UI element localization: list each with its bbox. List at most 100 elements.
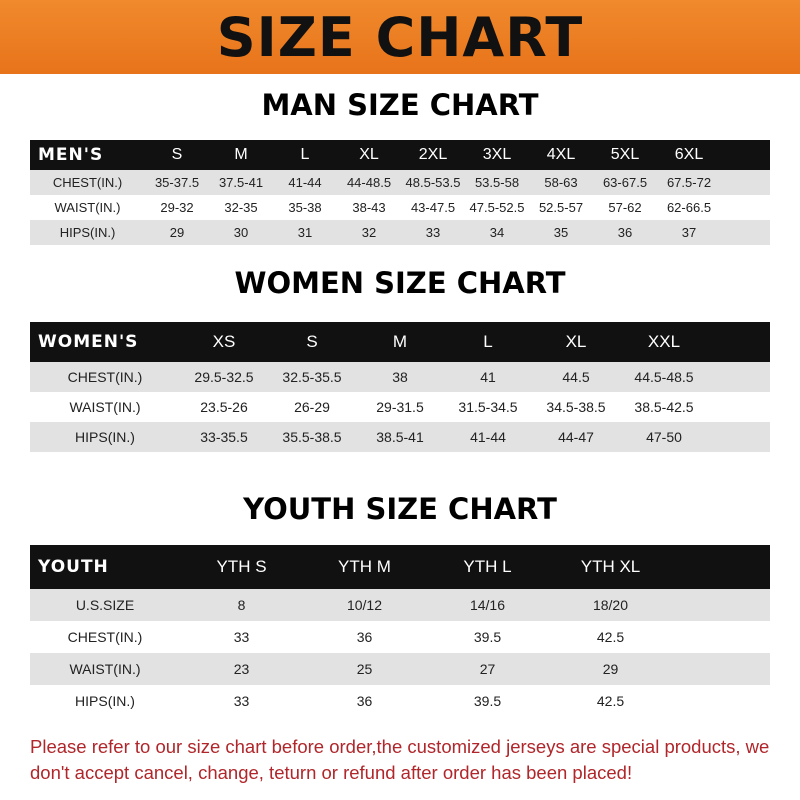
cell: 48.5-53.5 [405, 175, 461, 190]
cell: 38.5-41 [376, 429, 424, 445]
cell: 33-35.5 [200, 429, 248, 445]
row-label: CHEST(IN.) [67, 629, 143, 645]
row-label: WOMEN'S [38, 332, 139, 352]
women-table: WOMEN'S XS S M L XL XXL CHEST(IN.) 29.5-32.5 32.5… [30, 322, 770, 452]
cell: 44.5 [562, 369, 590, 385]
cell: 5XL [610, 146, 640, 163]
cell: 29 [169, 225, 185, 240]
cell: 62-66.5 [666, 200, 712, 215]
row-label: HIPS(IN.) [75, 429, 135, 445]
cell: 23.5-26 [200, 399, 248, 415]
cell: 41-44 [470, 429, 506, 445]
men-title: MAN SIZE CHART [261, 88, 539, 122]
cell: 44.5-48.5 [634, 369, 694, 385]
cell: 39.5 [473, 629, 502, 645]
cell: 4XL [546, 146, 576, 163]
row-label: WAIST(IN.) [69, 399, 141, 415]
cell: 29-31.5 [376, 399, 424, 415]
cell: 34 [489, 225, 505, 240]
cell: 31 [297, 225, 313, 240]
cell: 53.5-58 [474, 175, 520, 190]
cell: 42.5 [596, 629, 625, 645]
cell: 41 [480, 369, 496, 385]
cell: 38.5-42.5 [634, 399, 694, 415]
cell: XS [212, 332, 236, 351]
cell: 37.5-41 [218, 175, 264, 190]
cell: 43-47.5 [410, 200, 456, 215]
cell: 32 [361, 225, 377, 240]
row-label: WAIST(IN.) [69, 661, 141, 677]
cell: 36 [617, 225, 633, 240]
row-label: HIPS(IN.) [59, 225, 116, 240]
header-row: YOUTH YTH S YTH M YTH L YTH XL [30, 545, 770, 589]
cell: 33 [233, 693, 250, 709]
order-note: Please refer to our size chart before or… [30, 736, 770, 783]
cell: 39.5 [473, 693, 502, 709]
cell: 33 [425, 225, 441, 240]
cell: YTH XL [580, 557, 641, 576]
cell: 31.5-34.5 [458, 399, 518, 415]
cell: 42.5 [596, 693, 625, 709]
cell: XL [359, 146, 379, 163]
cell: 29.5-32.5 [194, 369, 254, 385]
cell: 34.5-38.5 [546, 399, 606, 415]
row-label: CHEST(IN.) [52, 175, 123, 190]
cell: 10/12 [346, 597, 383, 613]
cell: 2XL [418, 146, 448, 163]
banner: SIZE CHART [0, 0, 800, 74]
cell: 18/20 [592, 597, 629, 613]
cell: 29-32 [160, 200, 194, 215]
cell: 67.5-72 [666, 175, 712, 190]
cell: L [300, 146, 310, 163]
header-row: WOMEN'S XS S M L XL XXL [30, 322, 770, 362]
cell: 44-48.5 [346, 175, 392, 190]
cell: 38-43 [352, 200, 386, 215]
cell: M [234, 146, 248, 163]
header-row: MEN'S S M L XL 2XL 3XL 4XL 5XL 6XL [30, 140, 770, 170]
cell: 35-38 [288, 200, 322, 215]
table-row: U.S.SIZE 8 10/12 14/16 18/20 [30, 589, 770, 621]
youth-title: YOUTH SIZE CHART [243, 492, 557, 526]
table-row: HIPS(IN.) 33-35.5 35.5-38.5 38.5-41 41-44 44-… [30, 422, 770, 452]
table-row: CHEST(IN.) 33 36 39.5 42.5 [30, 621, 770, 653]
banner-title: SIZE CHART [216, 5, 584, 69]
cell: 23 [233, 661, 250, 677]
table-row: HIPS(IN.) 29 30 31 32 33 34 35 36 37 [30, 220, 770, 245]
cell: L [483, 332, 493, 351]
cell: 25 [356, 661, 373, 677]
cell: 8 [237, 597, 246, 613]
cell: 36 [356, 629, 373, 645]
cell: 44-47 [558, 429, 594, 445]
cell: 41-44 [288, 175, 322, 190]
cell: XXL [647, 332, 681, 351]
row-label: HIPS(IN.) [75, 693, 135, 709]
cell: YTH M [338, 557, 391, 576]
cell: 36 [356, 693, 373, 709]
men-table: MEN'S S M L XL 2XL 3XL 4XL 5XL 6XL CHEST(IN.) 35-37… [30, 140, 770, 245]
cell: 32.5-35.5 [282, 369, 342, 385]
cell: 6XL [674, 146, 704, 163]
row-label: CHEST(IN.) [67, 369, 143, 385]
cell: 47.5-52.5 [469, 200, 525, 215]
table-row: CHEST(IN.) 35-37.5 37.5-41 41-44 44-48.5 48.5… [30, 170, 770, 195]
cell: XL [565, 332, 587, 351]
cell: M [392, 332, 408, 351]
cell: 30 [233, 225, 249, 240]
cell: YTH S [216, 557, 267, 576]
cell: 14/16 [469, 597, 506, 613]
row-label: MEN'S [38, 145, 104, 165]
cell: 33 [233, 629, 250, 645]
cell: 38 [392, 369, 408, 385]
cell: 47-50 [646, 429, 682, 445]
table-row: WAIST(IN.) 23.5-26 26-29 29-31.5 31.5-34.5 34… [30, 392, 770, 422]
cell: 37 [681, 225, 697, 240]
table-row: WAIST(IN.) 29-32 32-35 35-38 38-43 43-47.5 47.… [30, 195, 770, 220]
cell: 63-67.5 [602, 175, 648, 190]
cell: 35-37.5 [154, 175, 200, 190]
cell: 35.5-38.5 [282, 429, 342, 445]
table-row: WAIST(IN.) 23 25 27 29 [30, 653, 770, 685]
cell: S [306, 332, 318, 351]
row-label: WAIST(IN.) [54, 200, 121, 215]
cell: 57-62 [608, 200, 642, 215]
cell: 52.5-57 [538, 200, 584, 215]
